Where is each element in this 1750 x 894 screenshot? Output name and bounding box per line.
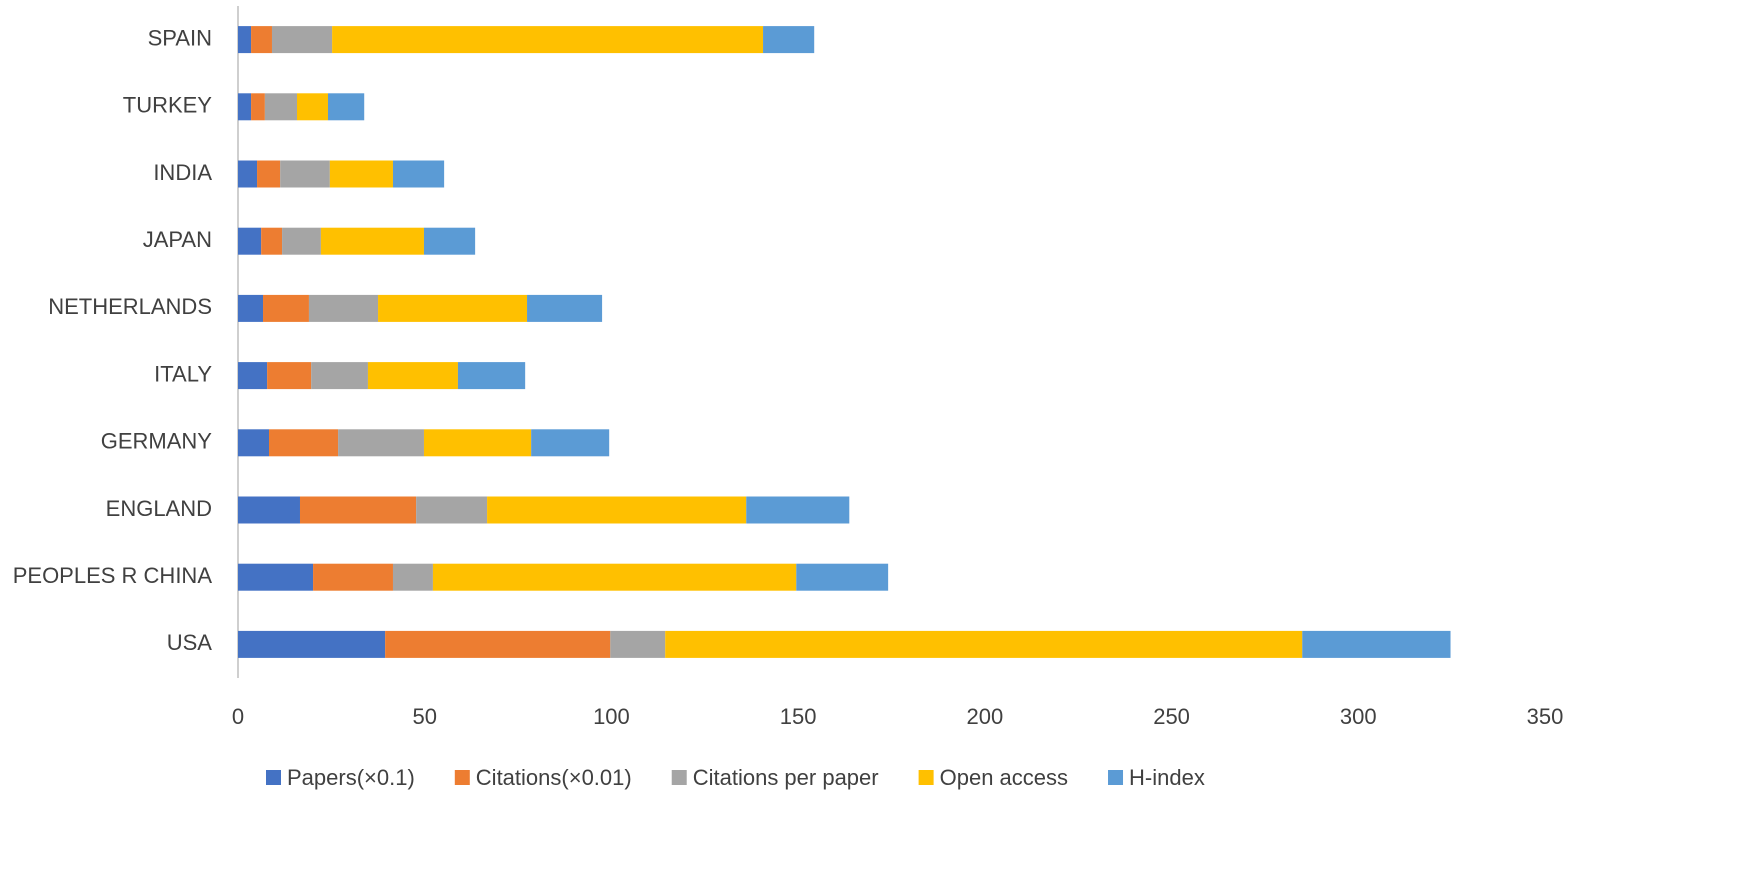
y-tick-label: TURKEY [123,93,213,118]
bar-segment [796,563,889,591]
bar-segment [280,160,330,188]
bar-segment [665,630,1303,658]
bar-segment [329,160,393,188]
bar-segment [264,93,298,121]
bar-segment [423,429,532,457]
legend-label: H-index [1129,765,1205,790]
bar-segment [610,630,666,658]
bar-segment [367,362,458,390]
bar-segment [238,294,264,322]
bar-segment [531,429,610,457]
legend-swatch [266,770,281,785]
x-tick-label: 300 [1340,704,1377,729]
y-tick-label: ITALY [154,361,212,386]
bar-segment [261,227,283,255]
legend-swatch [454,770,470,785]
bar-segment [320,227,424,255]
bar-segment [238,429,269,457]
bar-segment [263,294,309,322]
bar-segment [299,496,417,524]
bar-segment [1302,630,1451,658]
x-tick-label: 200 [966,704,1003,729]
x-tick-label: 0 [232,704,244,729]
legend-label: Citations per paper [693,765,879,790]
bar-segment [416,496,488,524]
bar-segment [487,496,747,524]
y-tick-label: SPAIN [148,25,212,50]
bar-segment [313,563,393,591]
bar-segment [238,26,252,54]
bar-segment [308,294,379,322]
y-tick-label: GERMANY [101,429,213,454]
bar-segment [378,294,528,322]
bar-segment [527,294,603,322]
x-tick-label: 250 [1153,704,1190,729]
bar-segment [271,26,333,54]
y-tick-label: USA [167,630,213,655]
bar-segment [238,630,386,658]
bar-segment [311,362,368,390]
bar-segment [251,26,272,54]
bar-segment [238,93,252,121]
legend-swatch [1108,770,1124,785]
bar-segment [238,160,258,188]
bar-segment [238,563,314,591]
legend-swatch [918,770,934,785]
y-tick-label: INDIA [153,160,212,185]
bar-segment [746,496,850,524]
bar-segment [251,93,265,121]
legend-label: Papers(×0.1) [287,765,415,790]
bar-segment [338,429,424,457]
legend-label: Open access [940,765,1068,790]
bar-segment [327,93,365,121]
bar-segment [432,563,797,591]
bar-segment [297,93,328,121]
bar-segment [392,160,445,188]
x-tick-label: 50 [412,704,436,729]
bar-segment [257,160,281,188]
y-tick-label: ENGLAND [106,496,212,521]
legend-label: Citations(×0.01) [476,765,632,790]
legend-swatch [671,770,687,785]
bar-segment [268,429,339,457]
bar-segment [763,26,815,54]
bar-segment [238,496,300,524]
y-tick-label: NETHERLANDS [48,294,212,319]
x-tick-label: 100 [593,704,630,729]
bar-segment [267,362,312,390]
bar-segment [238,227,262,255]
bar-segment [282,227,321,255]
bar-segment [332,26,764,54]
bar-segment [423,227,476,255]
bar-segment [392,563,433,591]
x-tick-label: 350 [1527,704,1564,729]
bar-segment [238,362,268,390]
bar-segment [385,630,611,658]
y-tick-label: PEOPLES R CHINA [13,563,213,588]
bar-segment [457,362,526,390]
x-tick-label: 150 [780,704,817,729]
y-tick-label: JAPAN [143,227,212,252]
